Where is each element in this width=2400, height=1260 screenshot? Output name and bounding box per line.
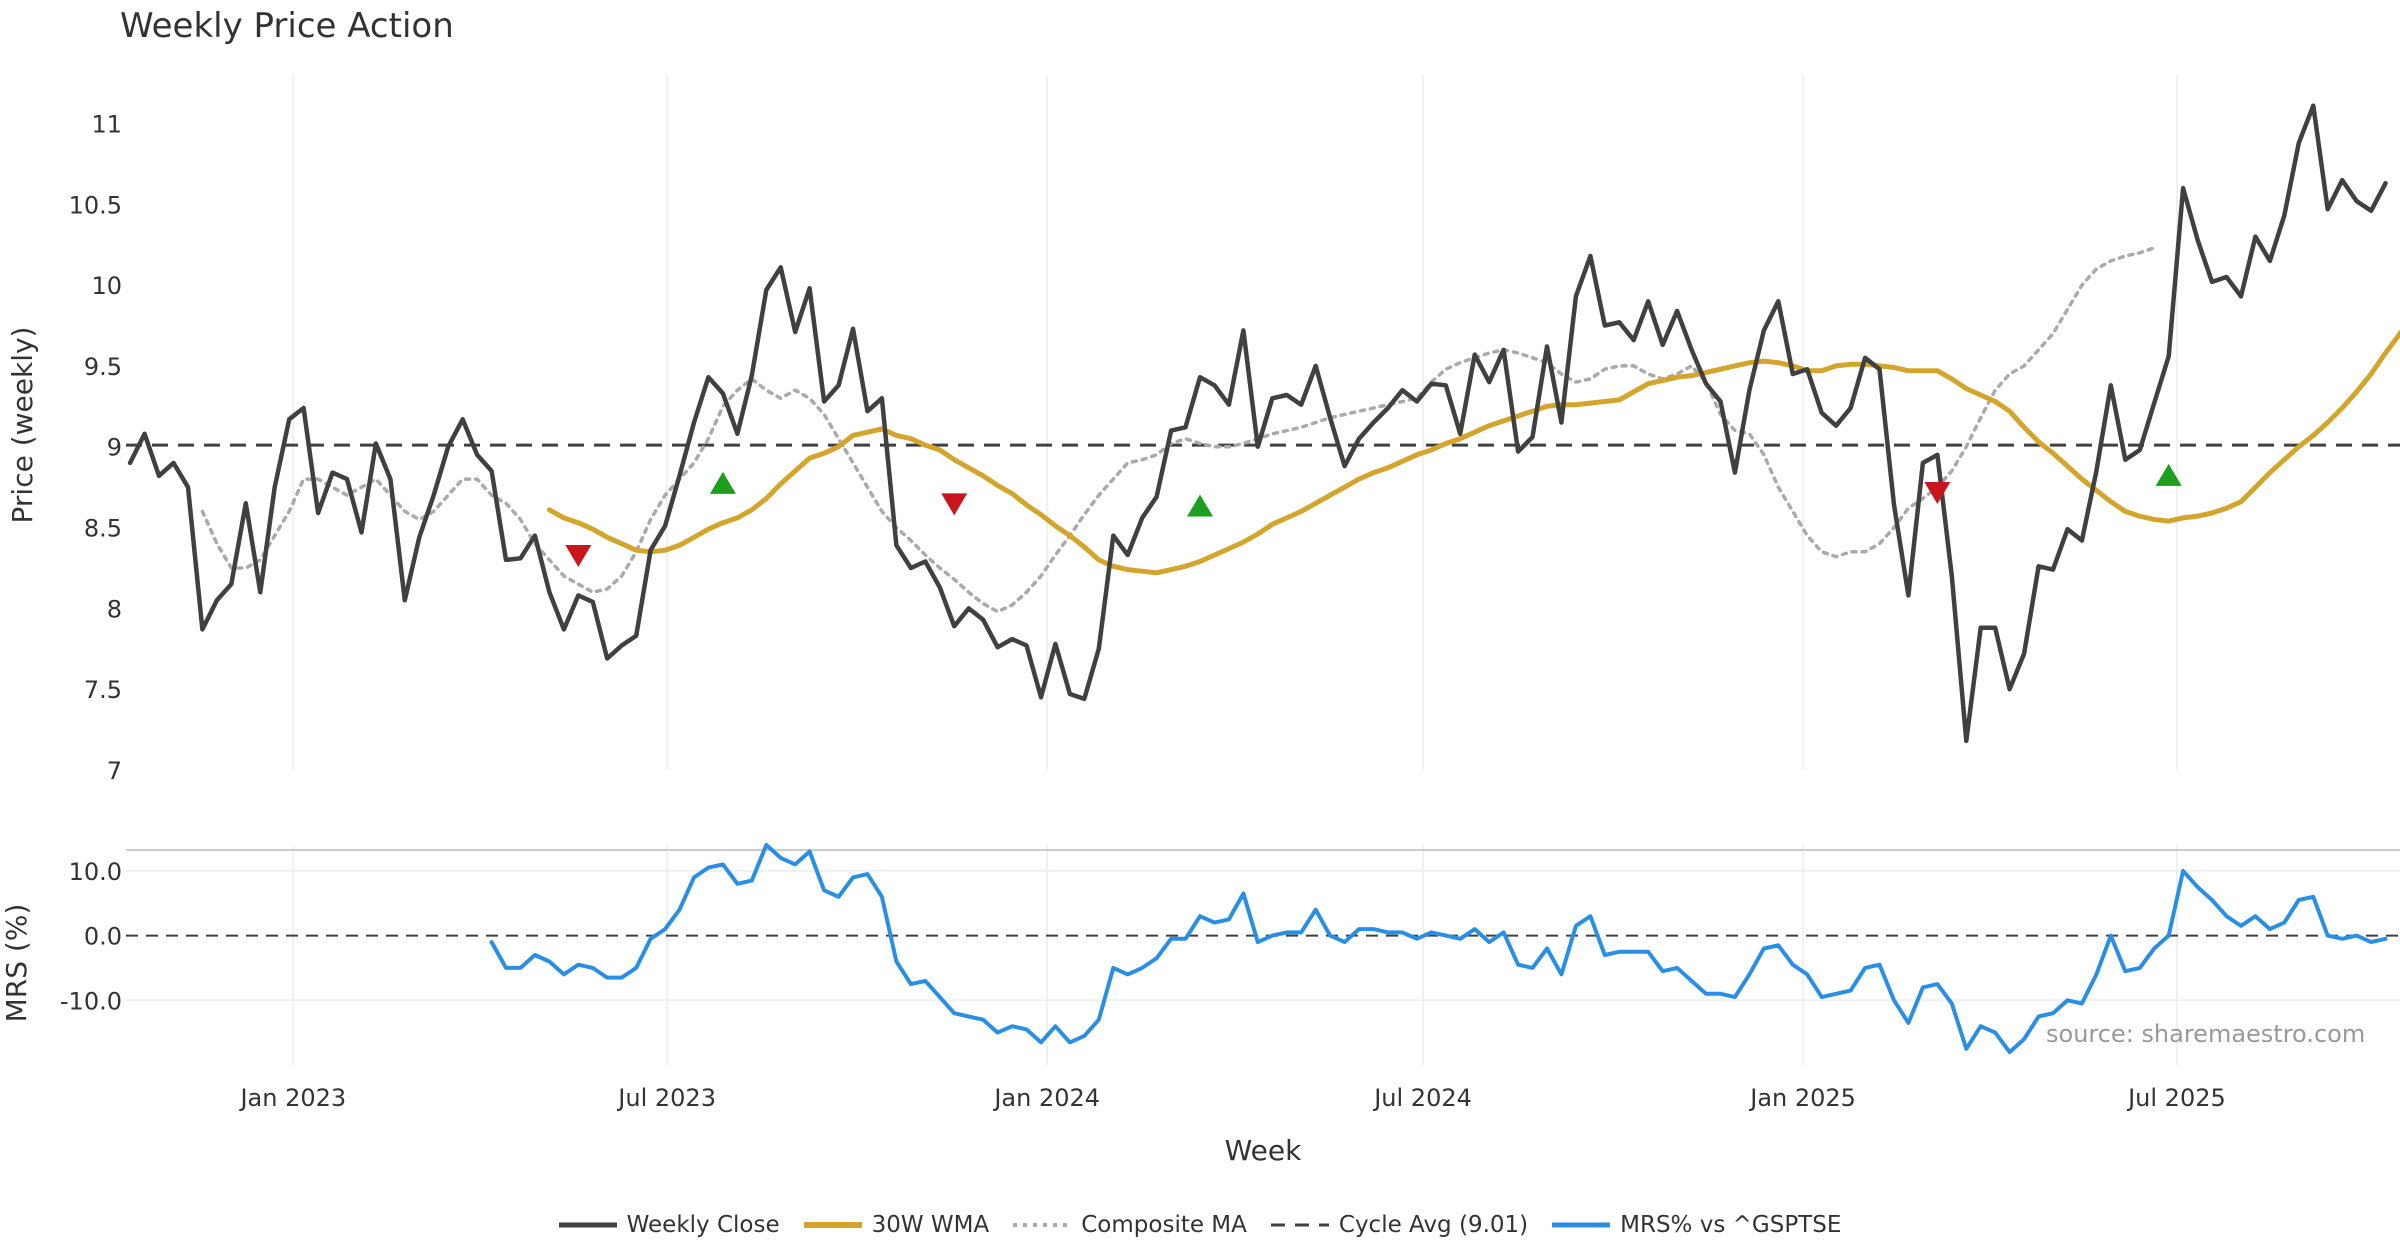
sell-signal-marker (565, 545, 592, 568)
legend-30w-wma-swatch (803, 1222, 862, 1228)
price-y-tick-label: 7 (107, 757, 122, 785)
sell-signal-marker (1924, 482, 1951, 504)
price-y-tick-label: 9.5 (84, 353, 122, 381)
x-tick-label: Jan 2024 (992, 1084, 1100, 1112)
price-y-tick-label: 10.5 (69, 191, 122, 219)
price-y-tick-label: 9 (107, 434, 122, 462)
chart-title: Weekly Price Action (120, 6, 454, 46)
weekly-close-line (127, 103, 2388, 744)
legend-weekly-close-swatch (558, 1222, 617, 1228)
legend-mrs-swatch (1552, 1222, 1611, 1228)
legend-cycle-avg-swatch (1270, 1223, 1329, 1227)
legend-weekly-close-label: Weekly Close (626, 1212, 780, 1238)
price-y-axis-title: Price (weekly) (6, 327, 39, 524)
legend-composite-ma: Composite MA (1013, 1212, 1247, 1238)
buy-signal-marker (709, 471, 736, 494)
legend-mrs: MRS% vs ^GSPTSE (1552, 1212, 1841, 1238)
x-tick-label: Jul 2023 (616, 1084, 716, 1112)
legend-composite-ma-swatch (1013, 1223, 1072, 1227)
mrs-line (489, 843, 2388, 1055)
x-tick-label: Jul 2025 (2126, 1084, 2226, 1112)
legend-30w-wma-label: 30W WMA (871, 1212, 990, 1238)
x-tick-label: Jan 2023 (238, 1084, 346, 1112)
price-y-tick-label: 7.5 (84, 676, 122, 704)
price-y-tick-label: 11 (91, 110, 122, 138)
price-y-tick-label: 10 (91, 272, 122, 300)
mrs-y-tick-label: 0.0 (84, 923, 122, 951)
buy-signal-marker (1187, 494, 1214, 517)
price-y-tick-label: 8 (107, 595, 122, 623)
x-axis-title: Week (1225, 1134, 1302, 1167)
sell-signal-marker (941, 493, 968, 516)
x-tick-label: Jan 2025 (1748, 1084, 1856, 1112)
legend-weekly-close: Weekly Close (558, 1212, 780, 1238)
legend-cycle-avg: Cycle Avg (9.01) (1270, 1212, 1529, 1238)
buy-signal-marker (2155, 463, 2182, 486)
mrs-y-axis-title: MRS (%) (0, 904, 33, 1023)
mrs-y-tick-label: 10.0 (69, 858, 122, 886)
x-tick-label: Jul 2024 (1372, 1084, 1472, 1112)
composite-ma-line (200, 246, 2156, 614)
legend-composite-ma-label: Composite MA (1081, 1212, 1247, 1238)
price-y-tick-label: 8.5 (84, 515, 122, 543)
source-label: source: sharemaestro.com (2046, 1020, 2366, 1048)
mrs-y-tick-label: -10.0 (60, 987, 122, 1015)
chart-legend: Weekly Close 30W WMA Composite MA Cycle Avg… (0, 1212, 2400, 1238)
legend-mrs-label: MRS% vs ^GSPTSE (1620, 1212, 1842, 1238)
legend-cycle-avg-label: Cycle Avg (9.01) (1338, 1212, 1529, 1238)
wma-30w-line (546, 329, 2400, 576)
legend-30w-wma: 30W WMA (803, 1212, 990, 1238)
